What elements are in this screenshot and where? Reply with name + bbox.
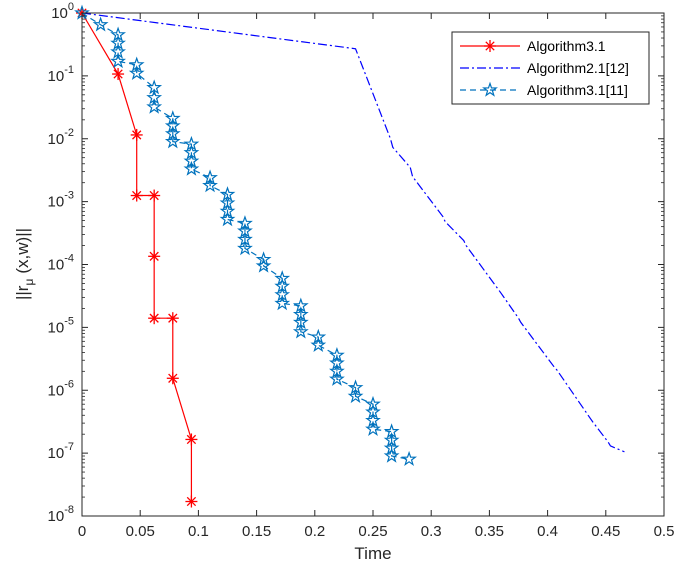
legend-marker xyxy=(484,40,496,52)
data-point-marker xyxy=(292,323,309,339)
data-point-marker xyxy=(310,336,327,352)
tick-layer: 0 0.05 0.1 0.15 0.2 0.25 0.3 0.35 0.4 0.45 0.5 100 1… xyxy=(48,1,675,540)
y-tick-label: 10-7 xyxy=(48,441,74,462)
data-point-marker xyxy=(237,240,253,256)
series-line xyxy=(81,12,625,453)
data-point-marker xyxy=(255,251,272,267)
data-point-marker xyxy=(166,372,179,385)
data-point-marker xyxy=(130,128,143,141)
x-tick-label: 0.15 xyxy=(242,523,271,540)
data-point-marker xyxy=(164,133,181,149)
x-tick-label: 0.5 xyxy=(654,523,675,540)
data-point-marker xyxy=(148,312,161,325)
y-tick-label: 100 xyxy=(51,1,74,22)
y-tick-label: 10-8 xyxy=(48,504,74,525)
data-point-marker xyxy=(166,312,179,325)
legend-label: Algorithm2.1[12] xyxy=(527,60,629,76)
y-tick-label: 10-3 xyxy=(48,190,74,211)
x-tick-label: 0.4 xyxy=(537,523,558,540)
y-axis-title-subscript: μ xyxy=(22,279,36,286)
data-point-marker xyxy=(255,257,272,273)
data-point-marker xyxy=(365,420,381,436)
y-tick-label: 10-2 xyxy=(48,127,74,148)
x-tick-label: 0.45 xyxy=(591,523,620,540)
y-tick-label: 10-5 xyxy=(48,315,74,336)
series-3 xyxy=(74,4,418,466)
data-point-marker xyxy=(401,450,418,466)
data-point-marker xyxy=(219,211,236,227)
legend-items: Algorithm3.1 Algorithm2.1[12] Algorithm3.1… xyxy=(460,38,629,98)
data-point-marker xyxy=(383,447,400,463)
x-tick-label: 0.05 xyxy=(126,523,155,540)
series-2 xyxy=(81,12,625,453)
x-tick-label: 0.2 xyxy=(304,523,325,540)
x-tick-label: 0.1 xyxy=(188,523,209,540)
data-point-marker xyxy=(185,495,198,508)
y-axis-title: ||rμ (x,w)|| xyxy=(13,228,36,300)
data-point-marker xyxy=(110,53,127,69)
data-point-marker xyxy=(148,189,161,202)
legend-marker xyxy=(482,81,498,97)
y-axis-title-rest: (x,w)|| xyxy=(13,228,32,274)
legend-item: Algorithm3.1[11] xyxy=(460,81,628,98)
legend-item: Algorithm3.1 xyxy=(460,38,606,54)
y-tick-label: 10-4 xyxy=(48,253,74,274)
y-axis-title-main: ||r xyxy=(13,285,32,300)
x-axis-title: Time xyxy=(354,544,391,563)
data-point-marker xyxy=(185,433,198,446)
series-layer xyxy=(74,4,625,508)
legend-item: Algorithm2.1[12] xyxy=(460,60,629,76)
series-1 xyxy=(76,7,198,508)
x-tick-label: 0.3 xyxy=(421,523,442,540)
data-point-marker xyxy=(328,370,345,386)
x-tick-label: 0.25 xyxy=(358,523,387,540)
data-point-marker xyxy=(92,16,109,32)
data-point-marker xyxy=(148,250,161,263)
x-tick-label: 0 xyxy=(78,523,86,540)
data-point-marker xyxy=(183,160,200,176)
data-point-marker xyxy=(274,295,291,311)
legend-label: Algorithm3.1 xyxy=(527,38,606,54)
x-tick-label: 0.35 xyxy=(475,523,504,540)
y-tick-label: 10-6 xyxy=(48,378,74,399)
data-point-marker xyxy=(112,68,125,81)
data-point-marker xyxy=(128,64,145,81)
legend: Algorithm3.1 Algorithm2.1[12] Algorithm3.1… xyxy=(451,31,650,105)
data-point-marker xyxy=(130,189,143,202)
data-point-marker xyxy=(202,177,218,193)
data-point-marker xyxy=(146,98,163,114)
y-tick-label: 10-1 xyxy=(48,64,74,85)
data-point-marker xyxy=(347,388,364,404)
legend-label: Algorithm3.1[11] xyxy=(527,82,628,98)
